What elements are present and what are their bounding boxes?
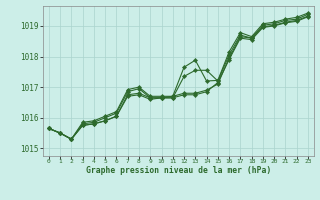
X-axis label: Graphe pression niveau de la mer (hPa): Graphe pression niveau de la mer (hPa) [86, 166, 271, 175]
